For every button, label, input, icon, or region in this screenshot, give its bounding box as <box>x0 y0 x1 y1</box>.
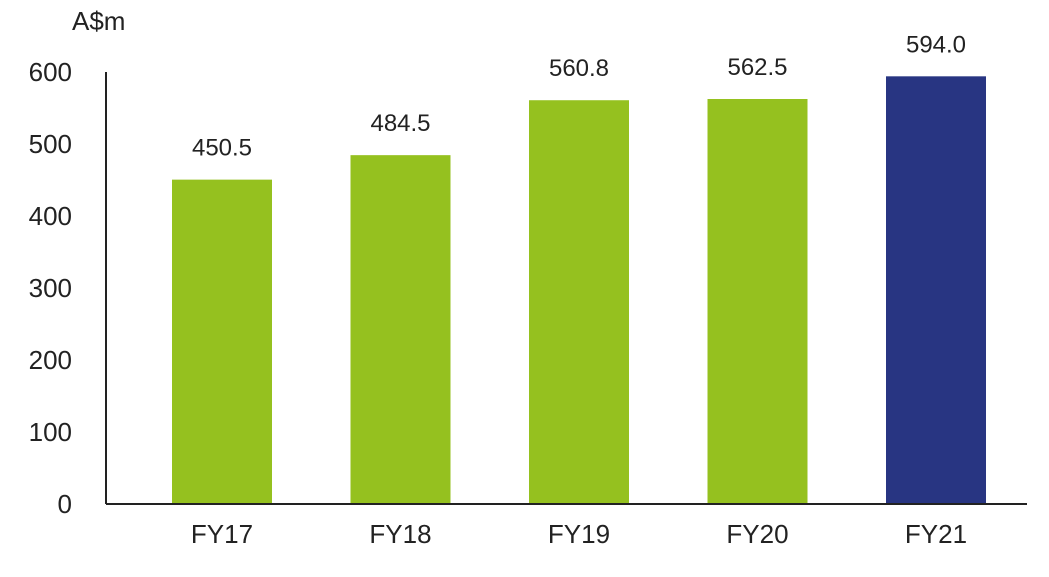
x-tick-label: FY21 <box>905 519 967 549</box>
data-labels: 450.5 484.5 560.8 562.5 594.0 <box>192 31 966 161</box>
bar <box>172 179 272 504</box>
y-tick-label: 600 <box>29 57 72 87</box>
bars <box>172 76 986 504</box>
y-tick-label: 400 <box>29 201 72 231</box>
y-axis-ticks: 0 100 200 300 400 500 600 <box>29 57 72 519</box>
x-tick-label: FY20 <box>726 519 788 549</box>
bar <box>529 100 629 504</box>
bar <box>886 76 986 504</box>
data-label: 562.5 <box>727 54 787 81</box>
y-tick-label: 0 <box>58 489 72 519</box>
bar <box>350 155 451 504</box>
x-tick-label: FY18 <box>369 519 431 549</box>
y-tick-label: 500 <box>29 129 72 159</box>
x-axis-ticks: FY17 FY18 FY19 FY20 FY21 <box>191 519 967 549</box>
x-tick-label: FY19 <box>548 519 610 549</box>
y-tick-label: 200 <box>29 345 72 375</box>
x-tick-label: FY17 <box>191 519 253 549</box>
y-tick-label: 300 <box>29 273 72 303</box>
bar <box>707 99 808 504</box>
y-tick-label: 100 <box>29 417 72 447</box>
data-label: 560.8 <box>549 55 609 82</box>
data-label: 450.5 <box>192 135 252 162</box>
data-label: 594.0 <box>906 31 966 58</box>
data-label: 484.5 <box>370 110 430 137</box>
y-axis-label: A$m <box>72 6 125 36</box>
